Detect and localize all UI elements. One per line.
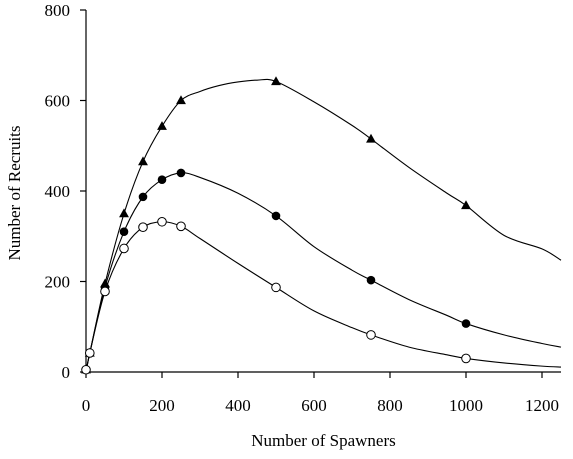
- series-2-filled-point: [138, 192, 148, 202]
- series-1-triangle-point: [138, 156, 148, 166]
- series-1-triangle-point: [157, 121, 167, 130]
- series-3-curve: [85, 221, 562, 373]
- x-tick-label: 800: [377, 396, 403, 415]
- series-1-triangle-point: [119, 208, 129, 218]
- y-tick-label: 400: [45, 182, 71, 201]
- series-3-open-point: [157, 216, 167, 227]
- series-3-open-point: [138, 222, 148, 232]
- series-3-open-point: [176, 221, 186, 232]
- series-1-triangle-point: [271, 76, 281, 86]
- series-3-open-point: [461, 353, 471, 364]
- series-2-filled-point: [461, 319, 471, 328]
- x-tick-label: 400: [225, 396, 251, 415]
- series-3-open-point: [85, 348, 95, 358]
- series-1-triangle-point: [366, 133, 376, 143]
- series-1-triangle-point: [176, 95, 186, 105]
- series-2-filled-point: [157, 175, 167, 184]
- series-3-open-point: [366, 330, 376, 340]
- series-1-curve: [85, 78, 562, 373]
- x-tick-label: 600: [301, 396, 327, 415]
- y-tick-label: 800: [45, 1, 71, 20]
- x-tick-label: 0: [82, 396, 91, 415]
- series-2-filled-point: [366, 275, 376, 285]
- series-2-curve: [85, 172, 562, 373]
- axes: [85, 10, 561, 373]
- y-tick-label: 200: [45, 273, 71, 292]
- x-ticks: 0 200 400 600 800 1000 1200: [82, 372, 559, 415]
- y-axis-title: Number of Recruits: [5, 125, 24, 260]
- series-2-filled-point: [176, 168, 186, 178]
- y-tick-label: 600: [45, 92, 71, 111]
- series-1-triangle-point: [461, 200, 471, 210]
- x-tick-label: 200: [149, 396, 175, 415]
- series-3-open-point: [119, 243, 129, 254]
- series-3-open-point: [81, 364, 91, 375]
- series-3-open-point: [100, 286, 110, 297]
- x-tick-label: 1200: [525, 396, 559, 415]
- y-ticks: 0 200 400 600 800: [45, 1, 86, 382]
- x-tick-label: 1000: [449, 396, 483, 415]
- x-axis-title: Number of Spawners: [251, 431, 395, 450]
- series-2-filled-point: [271, 211, 281, 221]
- series-2-filled-point: [119, 227, 129, 237]
- y-tick-label: 0: [62, 363, 71, 382]
- series-3-open-point: [271, 282, 281, 293]
- data-points: [81, 76, 471, 375]
- fitted-curves: [85, 78, 562, 373]
